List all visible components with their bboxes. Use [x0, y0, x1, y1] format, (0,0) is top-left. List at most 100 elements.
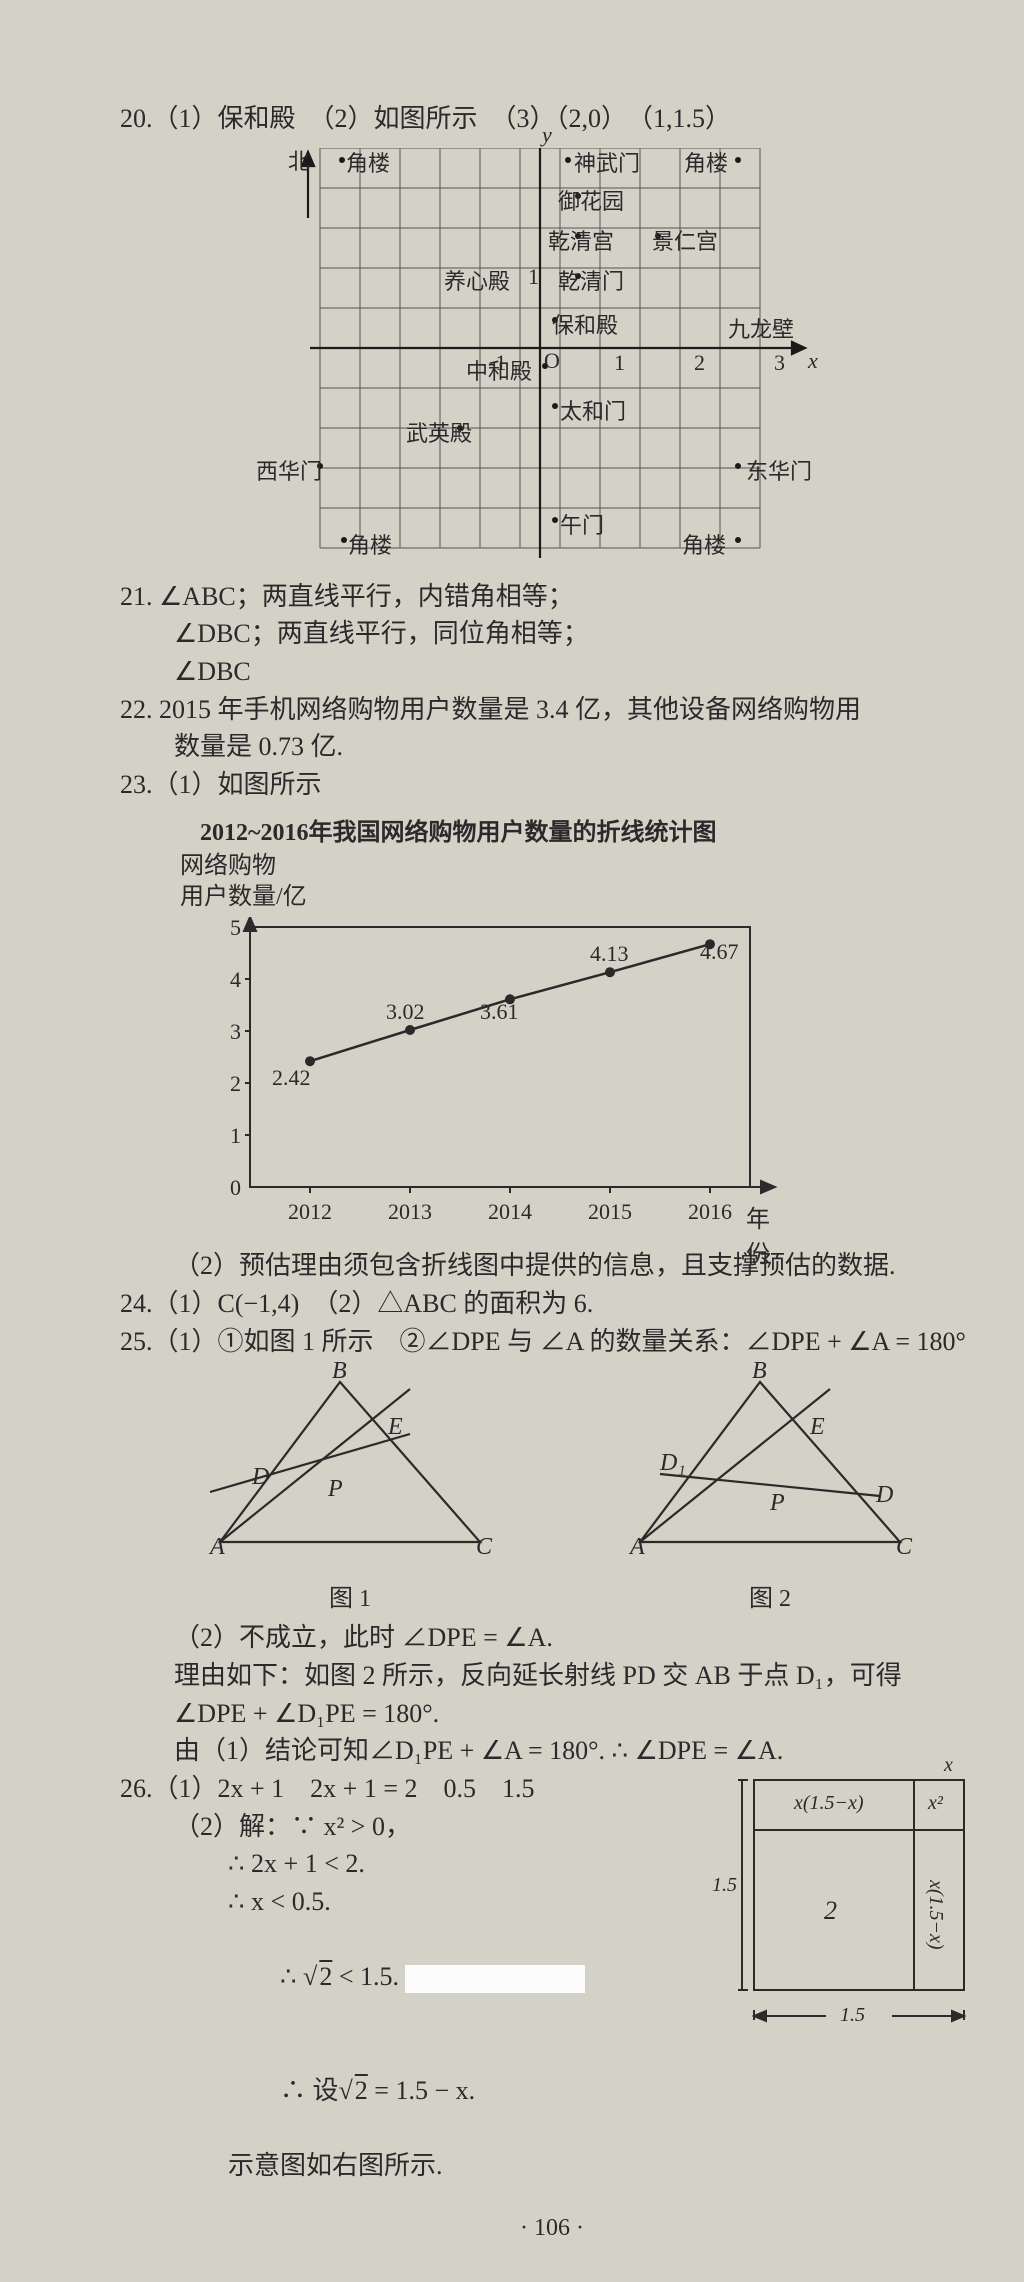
xl-2012: 2012: [288, 1199, 332, 1225]
place-jl-tl: 角楼: [346, 146, 390, 178]
q26-l3: ∴ 2x + 1 < 2.: [120, 1845, 704, 1883]
q26-tl: x(1.5−x): [794, 1792, 864, 1815]
tick-y1: 1: [528, 264, 539, 290]
q26-l1: 26.（1）2x + 1 2x + 1 = 2 0.5 1.5: [120, 1770, 704, 1808]
tick-m1: -1: [488, 350, 506, 376]
page-number: · 106 ·: [120, 2215, 984, 2242]
q20-figure: y 北: [260, 148, 984, 568]
tick-p2: 2: [694, 350, 705, 376]
place-thm: 太和门: [560, 394, 626, 426]
q24: 24.（1）C(−1,4) （2）△ABC 的面积为 6.: [120, 1285, 984, 1323]
q21-l1: 21. ∠ABC；两直线平行，内错角相等；: [120, 578, 984, 616]
q25-l5: 由（1）结论可知∠D₁PE + ∠A = 180°. ∴ ∠DPE = ∠A.: [120, 1732, 984, 1770]
place-jlb: 九龙壁: [728, 312, 794, 344]
q26-row: 26.（1）2x + 1 2x + 1 = 2 0.5 1.5 （2）解：∵ x…: [120, 1770, 984, 2185]
q26-l5-sqrt: 2: [317, 1962, 332, 1991]
q26-tr: x²: [928, 1792, 943, 1815]
lbl-B2: B: [752, 1358, 767, 1385]
axis-x-label: x: [808, 348, 818, 374]
q26-l6-pre: ∴ 设: [280, 2076, 339, 2105]
q22-l1: 22. 2015 年手机网络购物用户数量是 3.4 亿，其他设备网络购物用: [120, 691, 984, 729]
fig1-caption: 图 1: [329, 1578, 371, 1613]
line-chart-svg: [180, 917, 780, 1237]
place-wyd: 武英殿: [406, 416, 472, 448]
lbl-A2: A: [630, 1534, 645, 1561]
lbl-B1: B: [332, 1358, 347, 1385]
place-yxd: 养心殿: [444, 264, 510, 296]
q26-rm: x(1.5−x): [924, 1880, 947, 1950]
xlabel: 年份: [746, 1199, 780, 1269]
q26-l6: ∴ 设√2 = 1.5 − x.: [120, 2034, 704, 2147]
q23-tail: （2）预估理由须包含折线图中提供的信息，且支撑预估的数据.: [120, 1247, 984, 1285]
q26-l6-post: = 1.5 − x.: [368, 2076, 475, 2105]
q26-l5-pre: ∴: [280, 1962, 303, 1991]
lbl-A1: A: [210, 1534, 225, 1561]
q26-l7: 示意图如右图所示.: [120, 2147, 704, 2185]
val-2016: 4.67: [700, 939, 739, 965]
place-jrg: 景仁宫: [652, 224, 718, 256]
ytick-5: 5: [230, 915, 241, 941]
lbl-C2: C: [896, 1534, 912, 1561]
triangle-fig-2: A B C D₁ D E P: [620, 1374, 920, 1574]
q25-l4: ∠DPE + ∠D₁PE = 180°.: [120, 1695, 984, 1733]
val-2012: 2.42: [272, 1065, 311, 1091]
place-bhd: 保和殿: [552, 308, 618, 340]
xl-2014: 2014: [488, 1199, 532, 1225]
place-jl-bl: 角楼: [348, 528, 392, 560]
q26-l5: ∴ √2 < 1.5.: [120, 1921, 704, 2034]
lbl-D1: D: [252, 1464, 269, 1491]
q21-l3: ∠DBC: [120, 653, 984, 691]
val-2013: 3.02: [386, 999, 425, 1025]
place-dhm: 东华门: [746, 454, 812, 486]
triangle-fig-1: A B C D E P: [200, 1374, 500, 1574]
ytick-0: 0: [230, 1175, 241, 1201]
q26-c: 2: [824, 1896, 837, 1926]
q25-l1: 25.（1）①如图 1 所示 ②∠DPE 与 ∠A 的数量关系：∠DPE + ∠…: [120, 1323, 984, 1361]
axis-y-label: y: [542, 122, 552, 148]
val-2015: 4.13: [590, 941, 629, 967]
tick-p1: 1: [614, 350, 625, 376]
lbl-P2: P: [770, 1490, 785, 1517]
tick-p3: 3: [774, 350, 785, 376]
ytick-3: 3: [230, 1019, 241, 1045]
q23-ylabel-l1: 网络购物: [180, 851, 984, 882]
q26-l4: ∴ x < 0.5.: [120, 1883, 704, 1921]
place-qqm: 乾清门: [558, 264, 624, 296]
lbl-E2: E: [810, 1414, 825, 1441]
q23-ylabel-l2: 用户数量/亿: [180, 882, 984, 913]
fig2-caption: 图 2: [749, 1578, 791, 1613]
val-2014: 3.61: [480, 999, 519, 1025]
q25-l3: 理由如下：如图 2 所示，反向延长射线 PD 交 AB 于点 D₁，可得: [120, 1657, 984, 1695]
coord-grid-svg: [260, 148, 820, 568]
lbl-D2: D: [876, 1482, 893, 1509]
place-swm: 神武门: [574, 146, 640, 178]
place-yhy: 御花园: [558, 184, 624, 216]
q26-bw: 1.5: [840, 2004, 865, 2027]
q26-l2: （2）解：∵ x² > 0，: [120, 1808, 704, 1846]
q22-l2: 数量是 0.73 亿.: [120, 728, 984, 766]
q20-line: 20.（1）保和殿 （2）如图所示 （3）（2,0） （1,1.5）: [120, 100, 984, 138]
white-mask: [405, 1965, 585, 1993]
xl-2015: 2015: [588, 1199, 632, 1225]
q25-figures: A B C D E P 图 1 A B C: [200, 1374, 984, 1613]
q26-x: x: [944, 1754, 953, 1777]
place-wm: 午门: [560, 508, 604, 540]
ytick-1: 1: [230, 1123, 241, 1149]
xl-2013: 2013: [388, 1199, 432, 1225]
origin-O: O: [544, 348, 560, 374]
q26-l6-sqrt: 2: [353, 2076, 368, 2105]
q23-head: 23.（1）如图所示: [120, 766, 984, 804]
place-qqg: 乾清宫: [548, 224, 614, 256]
q26-l5-post: < 1.5.: [332, 1962, 399, 1991]
north-label: 北: [288, 144, 310, 176]
q23-chart-title: 2012~2016年我国网络购物用户数量的折线统计图: [200, 812, 984, 847]
place-jl-br: 角楼: [682, 528, 726, 560]
xl-2016: 2016: [688, 1199, 732, 1225]
q26-figure: x x(1.5−x) x² x(1.5−x) 2 1.5 1.5: [724, 1770, 984, 2050]
page: 20.（1）保和殿 （2）如图所示 （3）（2,0） （1,1.5） y 北: [0, 0, 1024, 2282]
place-xhm: 西华门: [256, 454, 322, 486]
lbl-E1: E: [388, 1414, 403, 1441]
ytick-2: 2: [230, 1071, 241, 1097]
lbl-D1p: D₁: [660, 1450, 686, 1477]
place-jl-tr: 角楼: [684, 146, 728, 178]
